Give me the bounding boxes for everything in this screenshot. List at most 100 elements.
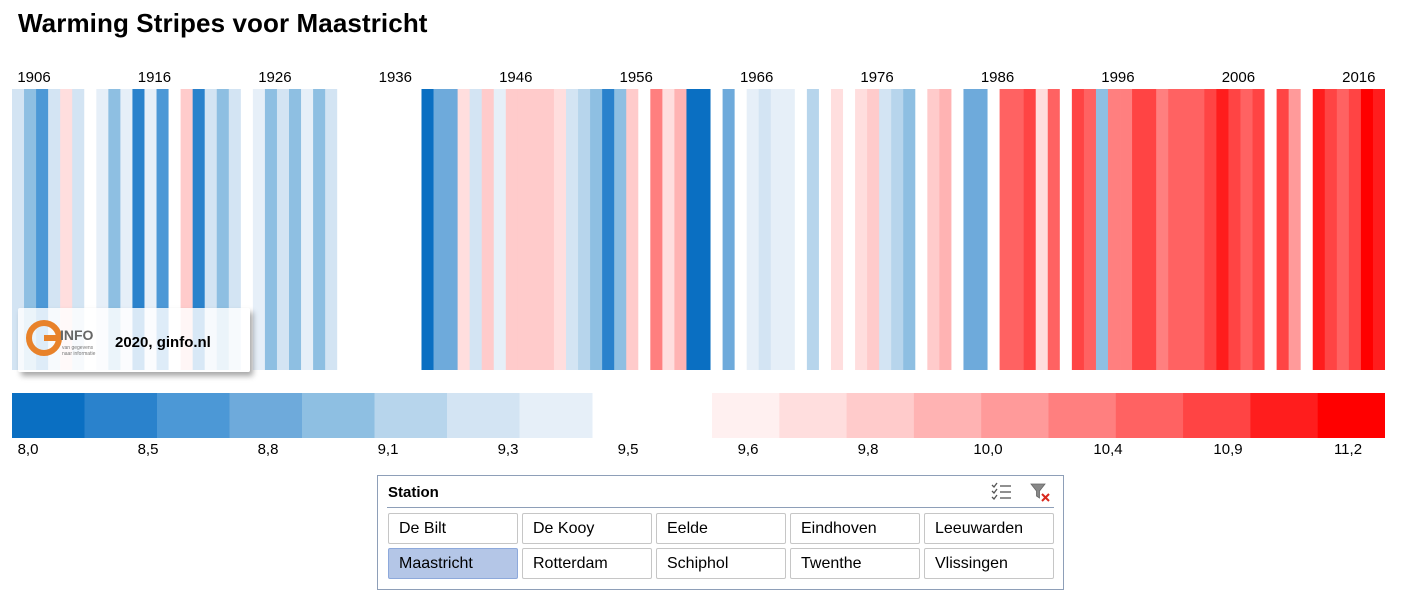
stripe-1970	[782, 89, 796, 370]
stripe-1944	[469, 89, 483, 370]
watermark: INFO van gegevens naar informatie 2020, …	[18, 308, 250, 372]
stripe-1908	[36, 89, 49, 370]
scale-label: 8,0	[17, 441, 39, 458]
stripe-1971	[794, 89, 808, 370]
stripe-1999	[1132, 89, 1145, 370]
scale-label: 8,5	[137, 441, 159, 458]
stripe-1965	[722, 89, 736, 370]
stripe-1991	[1035, 89, 1049, 370]
stripe-1923	[216, 89, 230, 370]
stripe-1941	[433, 89, 446, 370]
slicer-item-schiphol[interactable]: Schiphol	[656, 548, 786, 579]
stripe-1957	[626, 89, 639, 370]
year-label: 1946	[499, 69, 533, 86]
scale-swatch-red	[913, 393, 982, 438]
scale-swatch-blue	[12, 393, 85, 438]
slicer-item-de-kooy[interactable]: De Kooy	[522, 513, 652, 544]
stripe-1995	[1083, 89, 1097, 370]
stripe-1963	[698, 89, 711, 370]
stripe-1982	[927, 89, 940, 370]
slicer-item-rotterdam[interactable]: Rotterdam	[522, 548, 652, 579]
stripe-1912	[84, 89, 97, 370]
slicer-item-maastricht[interactable]: Maastricht	[388, 548, 518, 579]
stripe-2015	[1324, 89, 1338, 370]
slicer-item-de-bilt[interactable]: De Bilt	[388, 513, 518, 544]
stripe-1966	[734, 89, 748, 370]
year-label: 1996	[1101, 69, 1135, 86]
stripe-1943	[457, 89, 471, 370]
stripe-1972	[806, 89, 820, 370]
slicer-item-eindhoven[interactable]: Eindhoven	[790, 513, 920, 544]
stripe-1916	[132, 89, 145, 370]
stripe-1926	[252, 89, 266, 370]
stripe-1914	[108, 89, 121, 370]
slicer-header: Station	[388, 484, 439, 501]
stripe-2007	[1228, 89, 1241, 370]
stripe-1989	[1011, 89, 1025, 370]
stripe-1976	[855, 89, 868, 370]
stripe-1906	[12, 89, 25, 370]
clear-filter-icon[interactable]	[1029, 481, 1051, 503]
stripe-2006	[1216, 89, 1229, 370]
slicer-item-eelde[interactable]: Eelde	[656, 513, 786, 544]
slicer-item-vlissingen[interactable]: Vlissingen	[924, 548, 1054, 579]
scale-swatch-red	[981, 393, 1049, 438]
stripe-1983	[939, 89, 952, 370]
stripe-1987	[987, 89, 1000, 370]
stripe-1915	[120, 89, 133, 370]
stripe-1935	[361, 89, 374, 370]
stripe-1918	[156, 89, 169, 370]
stripe-1913	[96, 89, 109, 370]
stripe-1948	[517, 89, 531, 370]
stripe-2005	[1204, 89, 1217, 370]
stripe-2014	[1312, 89, 1326, 370]
stripe-2010	[1264, 89, 1277, 370]
stripe-1960	[662, 89, 675, 370]
stripe-1936	[373, 89, 386, 370]
stripe-1996	[1095, 89, 1109, 370]
scale-label: 10,4	[1093, 441, 1123, 458]
stripe-2013	[1300, 89, 1314, 370]
ginfo-logo-icon: INFO van gegevens naar informatie	[26, 320, 96, 357]
slicer-item-leeuwarden[interactable]: Leeuwarden	[924, 513, 1054, 544]
stripe-2018	[1360, 89, 1374, 370]
stripe-1990	[1023, 89, 1037, 370]
multi-select-icon[interactable]	[990, 481, 1012, 503]
stripe-1920	[180, 89, 194, 370]
stripe-1942	[445, 89, 459, 370]
stripe-2019	[1372, 89, 1385, 370]
stripe-1931	[313, 89, 326, 370]
scale-label: 11,2	[1333, 441, 1363, 458]
scale-swatch-red	[1250, 393, 1319, 438]
stripe-1969	[770, 89, 784, 370]
stripe-1911	[72, 89, 85, 370]
stripe-1959	[650, 89, 663, 370]
scale-label: 9,1	[377, 441, 399, 458]
stripe-1909	[48, 89, 61, 370]
year-label: 1976	[860, 69, 894, 86]
stripe-1978	[879, 89, 892, 370]
stripe-1986	[975, 89, 988, 370]
scale-swatch-red	[712, 393, 780, 438]
svg-text:INFO: INFO	[60, 327, 94, 343]
stripe-2000	[1144, 89, 1157, 370]
stripe-2001	[1156, 89, 1169, 370]
svg-text:van gegevens: van gegevens	[62, 345, 94, 351]
stripe-2004	[1192, 89, 1205, 370]
scale-label: 9,3	[497, 441, 519, 458]
stripe-1933	[337, 89, 350, 370]
stripe-1997	[1107, 89, 1121, 370]
slicer-item-twenthe[interactable]: Twenthe	[790, 548, 920, 579]
stripe-2017	[1348, 89, 1362, 370]
scale-swatch-blue	[229, 393, 303, 438]
stripe-1922	[204, 89, 218, 370]
stripe-1951	[553, 89, 567, 370]
stripe-1977	[867, 89, 880, 370]
stripe-1993	[1059, 89, 1073, 370]
slicer-items: De Bilt De Kooy Eelde Eindhoven Leeuwarden Ma…	[388, 513, 1056, 579]
slicer-divider	[387, 507, 1054, 508]
scale-label: 10,0	[973, 441, 1003, 458]
stripe-1980	[903, 89, 916, 370]
stripe-1930	[301, 89, 314, 370]
stripe-1950	[541, 89, 555, 370]
